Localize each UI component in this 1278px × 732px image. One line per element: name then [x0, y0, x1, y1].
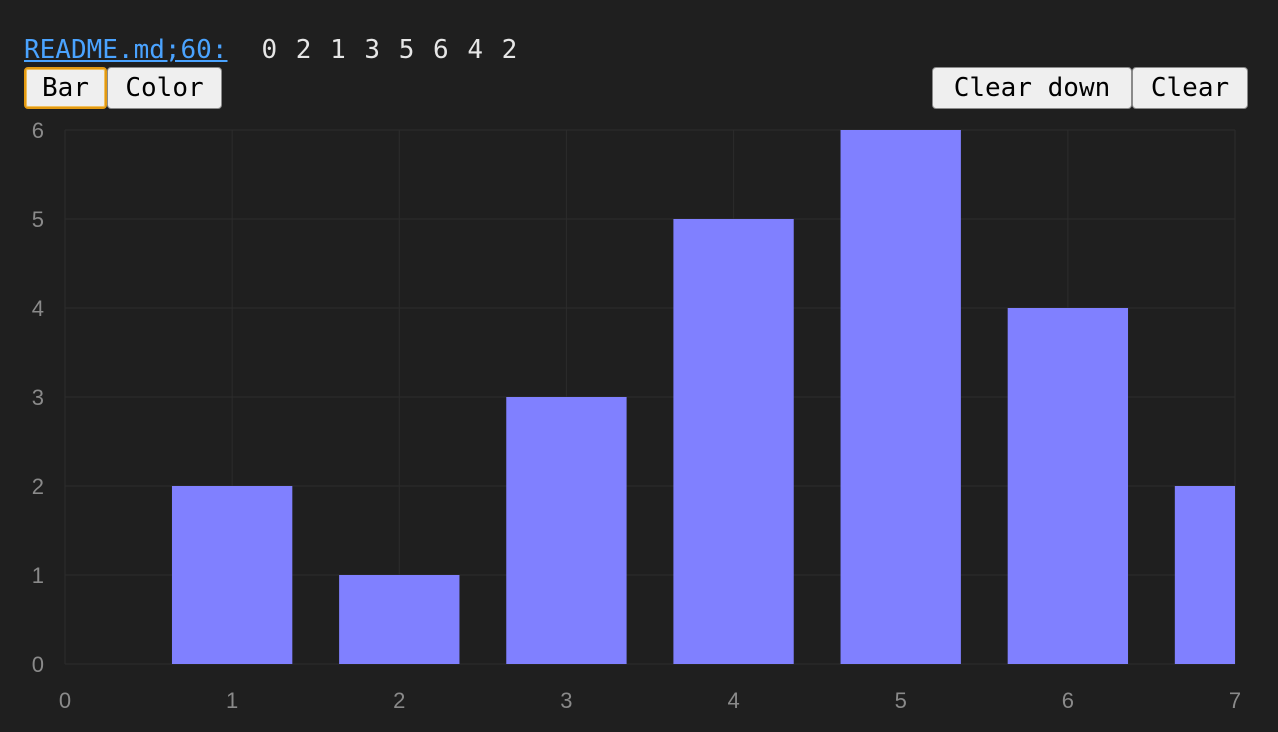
- x-tick-label: 0: [59, 688, 71, 713]
- source-link[interactable]: README.md;60:: [24, 35, 228, 65]
- bar-7: [1174, 486, 1235, 664]
- bar-2: [339, 575, 460, 664]
- x-tick-label: 3: [560, 688, 572, 713]
- bar-1: [171, 486, 293, 664]
- y-tick-label: 4: [32, 296, 44, 321]
- data-sequence-text: 0 2 1 3 5 6 4 2: [261, 35, 518, 65]
- bar-6: [1007, 308, 1129, 664]
- clear-button[interactable]: Clear: [1132, 67, 1248, 109]
- x-tick-label: 7: [1229, 688, 1241, 713]
- y-axis-ticks: 0 1 2 3 4 5 6: [32, 118, 44, 677]
- y-tick-label: 0: [32, 652, 44, 677]
- y-tick-label: 1: [32, 563, 44, 588]
- header-line: README.md;60: 0 2 1 3 5 6 4 2: [24, 34, 518, 66]
- x-tick-label: 6: [1062, 688, 1074, 713]
- x-tick-label: 2: [393, 688, 405, 713]
- bar-button[interactable]: Bar: [24, 67, 107, 109]
- color-button[interactable]: Color: [107, 67, 222, 109]
- x-axis-ticks: 0 1 2 3 4 5 6 7: [59, 688, 1241, 713]
- x-tick-label: 4: [727, 688, 739, 713]
- bar-5: [840, 130, 961, 664]
- x-tick-label: 5: [895, 688, 907, 713]
- x-tick-label: 1: [226, 688, 238, 713]
- y-tick-label: 6: [32, 118, 44, 143]
- y-tick-label: 3: [32, 385, 44, 410]
- y-tick-label: 2: [32, 474, 44, 499]
- bar-4: [673, 219, 794, 664]
- bar-3: [506, 397, 627, 664]
- clear-down-button[interactable]: Clear down: [932, 67, 1132, 109]
- bars: [171, 130, 1235, 664]
- y-tick-label: 5: [32, 207, 44, 232]
